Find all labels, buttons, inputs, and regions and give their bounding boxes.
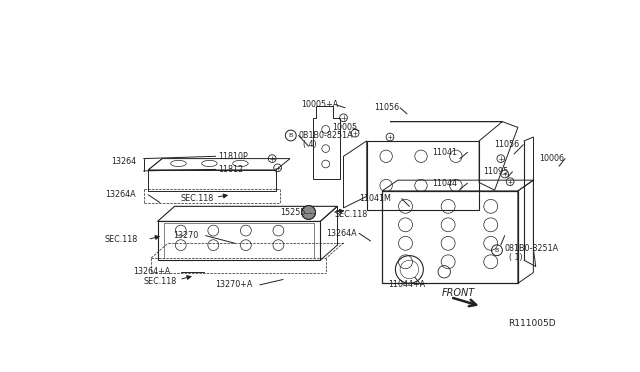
- Text: 13264A: 13264A: [326, 229, 357, 238]
- Text: 081B0-8251A: 081B0-8251A: [505, 244, 559, 253]
- Text: 13264A: 13264A: [105, 190, 136, 199]
- Text: 11044: 11044: [433, 179, 458, 188]
- Text: 0B1B0-8251A: 0B1B0-8251A: [298, 131, 353, 140]
- Text: R111005D: R111005D: [509, 319, 556, 328]
- Circle shape: [301, 206, 316, 219]
- Text: 13270+A: 13270+A: [216, 280, 253, 289]
- Text: 11044+A: 11044+A: [388, 280, 426, 289]
- Text: 11056: 11056: [374, 103, 399, 112]
- Text: SEC.118: SEC.118: [334, 209, 367, 218]
- Text: 10005: 10005: [332, 123, 357, 132]
- Text: 10005+A: 10005+A: [301, 100, 338, 109]
- Text: ( 1): ( 1): [509, 253, 523, 262]
- Text: SEC.118: SEC.118: [143, 277, 177, 286]
- Text: 13264+A: 13264+A: [132, 267, 170, 276]
- Text: 10006: 10006: [540, 154, 564, 163]
- Text: 13264: 13264: [111, 157, 136, 166]
- Text: 11041: 11041: [433, 148, 458, 157]
- Text: SEC.118: SEC.118: [105, 235, 138, 244]
- Text: FRONT: FRONT: [442, 288, 475, 298]
- Text: 11812: 11812: [218, 165, 243, 174]
- Text: SEC.118: SEC.118: [180, 194, 214, 203]
- Text: 15255: 15255: [280, 208, 305, 217]
- Text: 11041M: 11041M: [359, 194, 391, 203]
- Text: ( 4): ( 4): [303, 140, 317, 149]
- Text: B: B: [289, 133, 293, 138]
- Text: 11810P: 11810P: [218, 152, 248, 161]
- Text: 11056: 11056: [495, 140, 520, 149]
- Text: 13270: 13270: [173, 231, 198, 240]
- Text: 11095: 11095: [483, 167, 508, 176]
- Text: B: B: [495, 248, 499, 253]
